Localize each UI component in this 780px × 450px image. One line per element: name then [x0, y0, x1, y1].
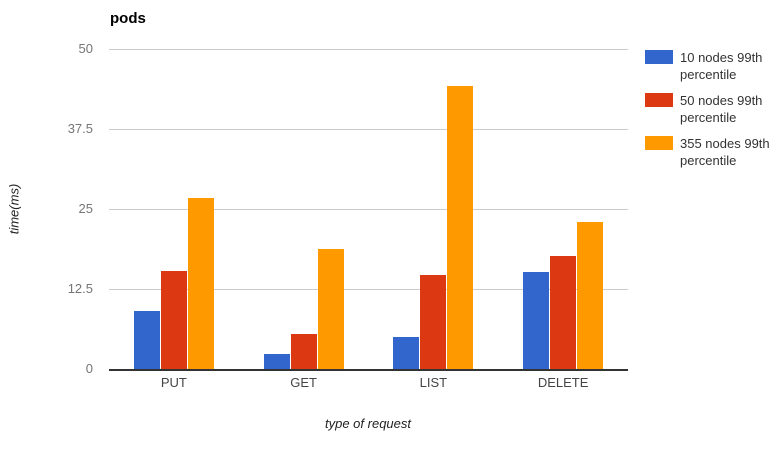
- y-tick-label: 12.5: [67, 281, 93, 296]
- legend-label: 355 nodes 99th percentile: [680, 136, 770, 168]
- bar-group-list: [393, 86, 474, 369]
- x-tick-label-delete: DELETE: [537, 375, 589, 390]
- legend: 10 nodes 99th percentile 50 nodes 99th pe…: [645, 49, 780, 178]
- bar-group-get: [263, 248, 344, 369]
- legend-label: 10 nodes 99th percentile: [680, 50, 763, 82]
- x-tick-label-put: PUT: [160, 375, 187, 390]
- y-tick-label: 37.5: [67, 121, 93, 136]
- legend-swatch-icon: [645, 50, 673, 64]
- gridline: [109, 129, 628, 130]
- bar-delete-50-nodes[interactable]: [550, 256, 577, 369]
- legend-item-10-nodes[interactable]: 10 nodes 99th percentile: [645, 49, 780, 83]
- legend-item-355-nodes[interactable]: 355 nodes 99th percentile: [645, 135, 780, 169]
- gridline: [109, 209, 628, 210]
- bar-get-355-nodes[interactable]: [317, 248, 344, 369]
- gridline: [109, 49, 628, 50]
- plot-area: [109, 49, 628, 371]
- gridline: [109, 289, 628, 290]
- bar-delete-10-nodes[interactable]: [523, 272, 550, 369]
- legend-item-50-nodes[interactable]: 50 nodes 99th percentile: [645, 92, 780, 126]
- y-tick-label: 50: [78, 41, 93, 56]
- x-tick-label-list: LIST: [419, 375, 448, 390]
- bar-list-10-nodes[interactable]: [393, 337, 420, 369]
- y-tick-label: 0: [85, 361, 93, 376]
- bar-put-50-nodes[interactable]: [160, 271, 187, 369]
- bar-put-10-nodes[interactable]: [133, 311, 160, 369]
- x-tick-label-get: GET: [290, 375, 317, 390]
- bar-group-put: [133, 198, 214, 369]
- legend-swatch-icon: [645, 93, 673, 107]
- chart-title: pods: [110, 10, 146, 27]
- y-tick-label: 25: [78, 201, 93, 216]
- y-axis-title: time(ms): [6, 183, 22, 235]
- bar-delete-355-nodes[interactable]: [577, 221, 604, 369]
- legend-label: 50 nodes 99th percentile: [680, 93, 763, 125]
- bar-get-50-nodes[interactable]: [290, 334, 317, 369]
- bar-get-10-nodes[interactable]: [263, 353, 290, 369]
- bar-put-355-nodes[interactable]: [187, 198, 214, 369]
- bar-group-delete: [523, 221, 604, 369]
- bar-list-50-nodes[interactable]: [420, 274, 447, 369]
- x-axis-title: type of request: [325, 416, 411, 431]
- bar-list-355-nodes[interactable]: [447, 86, 474, 369]
- legend-swatch-icon: [645, 136, 673, 150]
